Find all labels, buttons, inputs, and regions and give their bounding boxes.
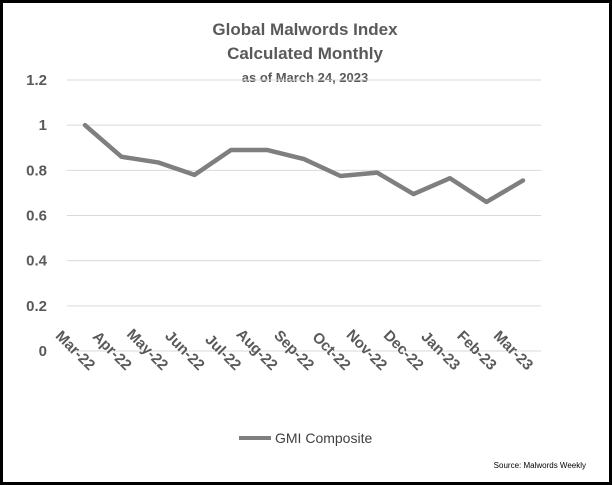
- y-tick-label: 0.6: [26, 208, 47, 225]
- x-tick-label: Dec-22: [380, 327, 427, 374]
- x-tick-label: Aug-22: [233, 326, 281, 374]
- y-tick-label: 1.2: [26, 72, 47, 89]
- legend-label: GMI Composite: [275, 430, 372, 446]
- source-note: Source: Malwords Weekly: [494, 461, 586, 470]
- x-tick-label: May-22: [123, 326, 171, 374]
- legend: GMI Composite: [239, 430, 372, 446]
- y-tick-label: 0.2: [26, 298, 47, 315]
- chart-svg: Global Malwords Index Calculated Monthly…: [26, 20, 586, 470]
- y-tick-label: 1: [39, 117, 47, 134]
- series-line-0: [82, 122, 526, 205]
- chart-date-note: as of March 24, 2023: [242, 70, 368, 85]
- x-tick-label: Sep-22: [270, 327, 317, 374]
- chart-title: Global Malwords Index: [212, 20, 398, 39]
- series-group: [82, 122, 526, 205]
- y-tick-label: 0.4: [26, 253, 48, 270]
- x-tick-label: Nov-22: [343, 326, 390, 373]
- y-tick-label: 0.8: [26, 162, 47, 179]
- y-axis-ticks: 0 0.2 0.4 0.6 0.8 1 1.2: [26, 72, 48, 360]
- chart-subtitle: Calculated Monthly: [227, 44, 383, 63]
- x-axis-ticks: Mar-22Apr-22May-22Jun-22Jul-22Aug-22Sep-…: [52, 326, 536, 374]
- gridlines: [67, 79, 541, 352]
- y-tick-label: 0: [39, 343, 47, 360]
